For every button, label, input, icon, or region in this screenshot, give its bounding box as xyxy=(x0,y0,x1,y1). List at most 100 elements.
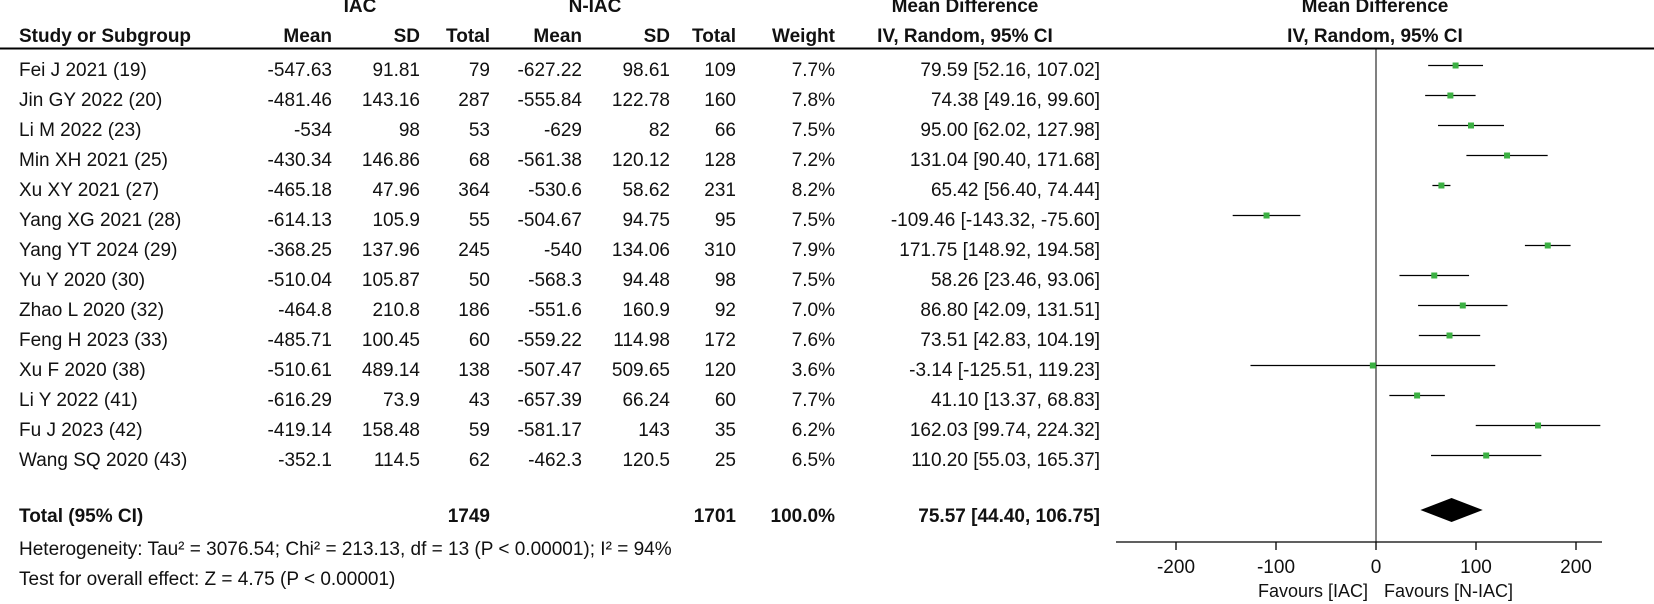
point-estimate xyxy=(1438,182,1445,189)
niac-total: 98 xyxy=(714,270,736,291)
iac-sd: 489.14 xyxy=(361,360,420,381)
study-name: Yang YT 2024 (29) xyxy=(19,240,178,261)
iac-total: 245 xyxy=(458,240,490,261)
iac-mean: -485.71 xyxy=(267,330,332,351)
iac-sd: 98 xyxy=(398,120,420,141)
study-name: Yang XG 2021 (28) xyxy=(19,210,182,231)
niac-mean: -507.47 xyxy=(517,360,582,381)
x-tick-label: 100 xyxy=(1460,557,1492,578)
iac-mean: -430.34 xyxy=(267,150,332,171)
iac-mean: -352.1 xyxy=(278,450,332,471)
weight: 7.9% xyxy=(791,240,835,261)
niac-total-header: Total xyxy=(692,26,736,47)
iac-sd: 73.9 xyxy=(383,390,420,411)
ci-text: 41.10 [13.37, 68.83] xyxy=(930,390,1100,411)
niac-mean: -462.3 xyxy=(528,450,582,471)
iac-mean: -464.8 xyxy=(278,300,332,321)
x-tick-label: -200 xyxy=(1157,557,1195,578)
x-tick-label: -100 xyxy=(1257,557,1295,578)
overall-effect-text: Test for overall effect: Z = 4.75 (P < 0… xyxy=(19,569,396,590)
method-header: IV, Random, 95% CI xyxy=(877,26,1053,47)
weight: 6.5% xyxy=(791,450,835,471)
total-label: Total (95% CI) xyxy=(19,506,144,527)
weight: 6.2% xyxy=(791,420,835,441)
niac-sd: 509.65 xyxy=(611,360,670,381)
iac-total: 364 xyxy=(458,180,490,201)
weight: 7.5% xyxy=(791,120,835,141)
niac-sd: 94.75 xyxy=(622,210,670,231)
study-name: Min XH 2021 (25) xyxy=(19,150,168,171)
ci-text: 162.03 [99.74, 224.32] xyxy=(909,420,1100,441)
iac-mean: -534 xyxy=(293,120,332,141)
study-name: Li M 2022 (23) xyxy=(19,120,142,141)
weight: 7.5% xyxy=(791,270,835,291)
niac-total: 231 xyxy=(704,180,736,201)
point-estimate xyxy=(1468,122,1474,129)
weight: 7.0% xyxy=(791,300,835,321)
ci-text: 65.42 [56.40, 74.44] xyxy=(930,180,1100,201)
niac-mean: -561.38 xyxy=(517,150,582,171)
ci-text: -3.14 [-125.51, 119.23] xyxy=(909,360,1100,381)
plot-title: Mean Difference xyxy=(1301,0,1449,17)
iac-total: 43 xyxy=(468,390,490,411)
iac-sd: 47.96 xyxy=(372,180,420,201)
niac-sd: 82 xyxy=(648,120,670,141)
point-estimate xyxy=(1447,92,1454,99)
iac-sd: 137.96 xyxy=(361,240,420,261)
iac-mean: -614.13 xyxy=(267,210,332,231)
ci-text: 58.26 [23.46, 93.06] xyxy=(930,270,1100,291)
niac-sd: 114.98 xyxy=(613,330,670,351)
niac-sd: 122.78 xyxy=(611,90,670,111)
pooled-diamond xyxy=(1420,498,1483,522)
iac-sd: 146.86 xyxy=(361,150,420,171)
study-name: Zhao L 2020 (32) xyxy=(19,300,165,321)
iac-total: 138 xyxy=(458,360,490,381)
study-name: Xu XY 2021 (27) xyxy=(19,180,160,201)
niac-sd-header: SD xyxy=(643,26,670,47)
niac-sd: 134.06 xyxy=(611,240,670,261)
point-estimate xyxy=(1483,452,1490,459)
iac-total: 287 xyxy=(458,90,490,111)
niac-mean-header: Mean xyxy=(533,26,582,47)
point-estimate xyxy=(1414,392,1421,399)
total-niac-n: 1701 xyxy=(693,506,736,527)
niac-total: 120 xyxy=(704,360,736,381)
niac-total: 66 xyxy=(714,120,736,141)
point-estimate xyxy=(1369,362,1376,369)
iac-sd: 114.5 xyxy=(373,450,420,471)
iac-total: 55 xyxy=(468,210,490,231)
study-name: Fei J 2021 (19) xyxy=(19,60,147,81)
weight: 7.2% xyxy=(791,150,835,171)
heterogeneity-text: Heterogeneity: Tau² = 3076.54; Chi² = 21… xyxy=(19,539,672,560)
iac-sd: 143.16 xyxy=(361,90,420,111)
iac-total: 68 xyxy=(468,150,490,171)
mean-diff-title: Mean Difference xyxy=(891,0,1039,17)
niac-total: 128 xyxy=(704,150,736,171)
iac-mean: -510.04 xyxy=(267,270,332,291)
total-ci-text: 75.57 [44.40, 106.75] xyxy=(918,506,1100,527)
niac-mean: -530.6 xyxy=(528,180,582,201)
study-name: Li Y 2022 (41) xyxy=(19,390,138,411)
niac-sd: 120.5 xyxy=(622,450,670,471)
ci-text: 73.51 [42.83, 104.19] xyxy=(920,330,1100,351)
niac-sd: 94.48 xyxy=(622,270,670,291)
niac-total: 92 xyxy=(714,300,736,321)
iac-total: 186 xyxy=(458,300,490,321)
iac-mean: -419.14 xyxy=(267,420,332,441)
iac-sd: 105.87 xyxy=(361,270,420,291)
ci-text: 171.75 [148.92, 194.58] xyxy=(899,240,1100,261)
group-header-iac: IAC xyxy=(343,0,377,17)
point-estimate xyxy=(1446,332,1453,339)
total-iac-n: 1749 xyxy=(447,506,490,527)
niac-total: 109 xyxy=(704,60,736,81)
plot-method-header: IV, Random, 95% CI xyxy=(1287,26,1463,47)
study-name: Jin GY 2022 (20) xyxy=(19,90,163,111)
study-name: Feng H 2023 (33) xyxy=(19,330,168,351)
ci-text: 86.80 [42.09, 131.51] xyxy=(920,300,1100,321)
iac-mean: -547.63 xyxy=(267,60,332,81)
niac-mean: -581.17 xyxy=(517,420,582,441)
weight-header: Weight xyxy=(772,26,835,47)
niac-mean: -551.6 xyxy=(528,300,582,321)
favours-left-label: Favours [IAC] xyxy=(1258,581,1368,601)
